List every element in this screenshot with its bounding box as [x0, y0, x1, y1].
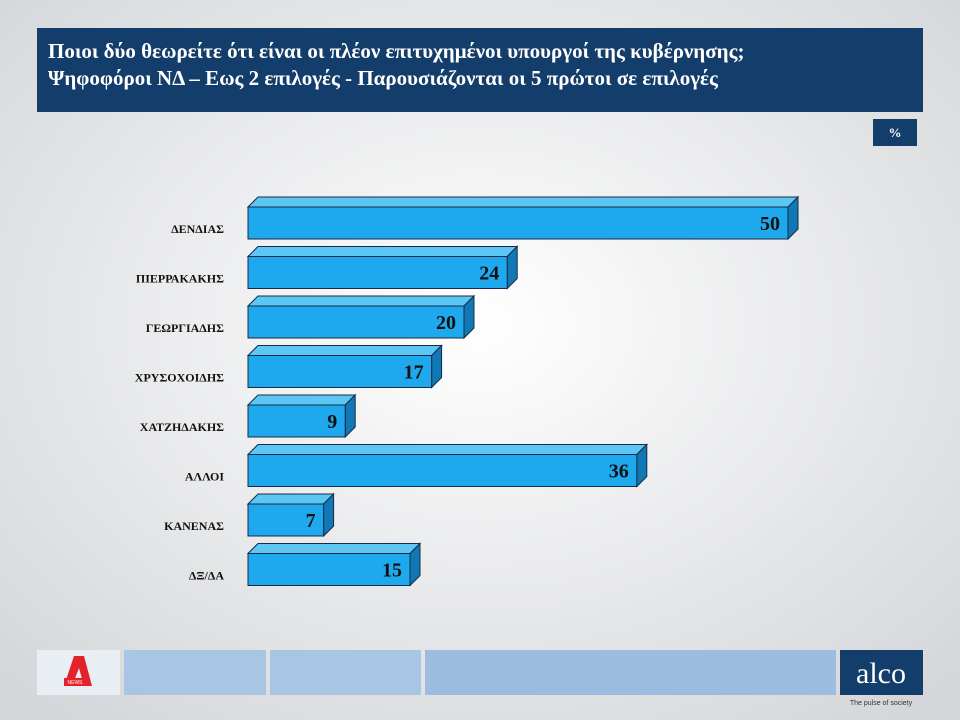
value-label: 36 — [609, 461, 629, 483]
bar — [247, 503, 325, 537]
value-label: 20 — [436, 312, 456, 334]
bar-top — [246, 444, 649, 455]
tagline: The pulse of society — [850, 700, 913, 707]
bar-top — [246, 543, 422, 554]
value-label: 24 — [479, 263, 499, 285]
unit-badge — [873, 119, 917, 146]
category-label: ΧΡΥΣΟΧΟΙΔΗΣ — [135, 371, 224, 385]
bar — [247, 256, 508, 289]
bar-top — [246, 246, 519, 257]
bar — [247, 454, 638, 487]
footer-block — [270, 650, 421, 695]
footer-block — [124, 650, 266, 695]
unit-label: % — [889, 125, 902, 140]
brand: alco — [856, 657, 906, 690]
bar — [247, 553, 411, 586]
value-label: 50 — [760, 213, 780, 235]
category-label: ΔΞ/ΔΑ — [189, 569, 225, 583]
bar-top — [246, 295, 476, 307]
value-label: 9 — [327, 411, 337, 433]
value-label: 17 — [404, 362, 424, 384]
bar-top — [246, 394, 357, 406]
title-box — [37, 28, 923, 112]
value-label: 7 — [306, 510, 316, 532]
brand-box — [840, 650, 923, 695]
bar — [247, 404, 346, 438]
chart-subtitle: Ψηφοφόροι ΝΔ – Εως 2 επιλογές - Παρουσιά… — [48, 66, 719, 90]
footer-block — [425, 650, 836, 695]
category-label: ΓΕΩΡΓΙΑΔΗΣ — [146, 321, 224, 335]
bar — [247, 355, 433, 388]
category-label: ΑΛΛΟΙ — [185, 470, 225, 484]
news-logo-base — [64, 678, 86, 686]
plot: 50 ΔΕΝΔΙΑΣ 24 ΠΙΕΡΡΑΚΑΚΗΣ 20 ΓΕΩΡΓΙΑΔΗΣ 17 ΧΡΥΣ… — [135, 195, 800, 587]
category-label: ΚΑΝΕΝΑΣ — [164, 519, 224, 533]
bar — [247, 305, 465, 339]
bar-top — [246, 345, 443, 356]
category-label: ΠΙΕΡΡΑΚΑΚΗΣ — [136, 272, 224, 286]
category-label: ΧΑΤΖΗΔΑΚΗΣ — [140, 420, 224, 434]
category-label: ΔΕΝΔΙΑΣ — [171, 222, 224, 236]
value-label: 15 — [382, 560, 402, 582]
bar-top — [246, 196, 800, 208]
chart-title: Ποιοι δύο θεωρείτε ότι είναι οι πλέον επ… — [48, 39, 744, 63]
bar-top — [246, 493, 335, 505]
bar — [247, 206, 789, 240]
logo-text: NEWS — [68, 680, 84, 686]
